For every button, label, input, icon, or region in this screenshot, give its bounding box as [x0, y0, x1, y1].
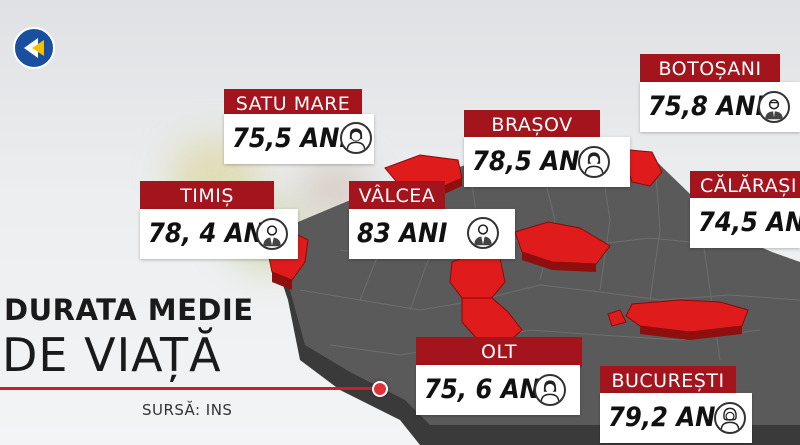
- page-title: DURATA MEDIE: [4, 293, 254, 327]
- county-label: BUCUREȘTI: [600, 366, 736, 396]
- elder-woman-avatar-icon: [714, 402, 746, 434]
- county-label: TIMIȘ: [140, 181, 274, 211]
- page-subtitle: DE VIAȚĂ: [2, 328, 222, 382]
- life-expectancy-value: 74,5 ANI: [690, 198, 800, 248]
- life-expectancy-value: 78,5 ANI: [464, 137, 630, 187]
- source-label: SURSĂ: INS: [142, 401, 233, 419]
- county-bucuresti: [607, 309, 627, 327]
- man-avatar-icon: [256, 218, 288, 250]
- man-avatar-icon: [467, 217, 499, 249]
- county-label: VÂLCEA: [349, 181, 445, 211]
- woman-avatar-icon: [578, 146, 610, 178]
- accent-line: [0, 387, 382, 390]
- channel-logo-icon: [12, 26, 56, 70]
- county-label: CĂLĂRAȘI: [690, 171, 800, 201]
- woman-avatar-icon: [340, 122, 372, 154]
- county-label: BRAȘOV: [464, 110, 600, 140]
- county-label: BOTOȘANI: [640, 54, 780, 84]
- accent-dot: [372, 381, 388, 397]
- county-label: OLT: [416, 337, 582, 367]
- life-expectancy-value: 75,8 ANI: [640, 82, 800, 132]
- life-expectancy-value: 75, 6 ANI: [416, 365, 580, 415]
- life-expectancy-value: 79,2 ANI: [600, 393, 752, 443]
- life-expectancy-value: 75,5 ANI: [224, 114, 374, 164]
- man-avatar-icon: [758, 91, 790, 123]
- woman-avatar-icon: [534, 374, 566, 406]
